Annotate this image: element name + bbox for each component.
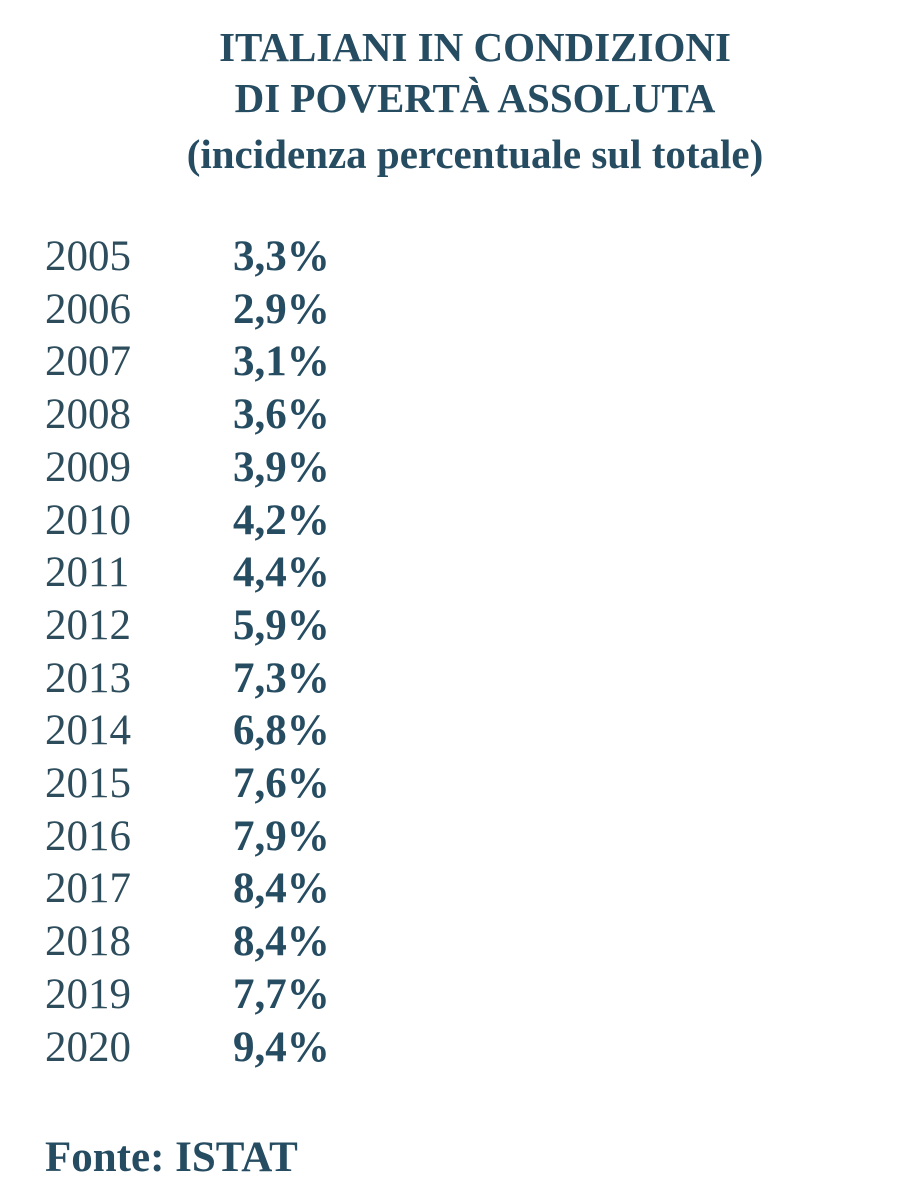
value-cell: 2,9%	[233, 285, 330, 333]
year-cell: 2011	[45, 549, 130, 597]
value-cell: 8,4%	[233, 865, 330, 913]
year-cell: 2005	[45, 233, 131, 280]
year-cell: 2012	[45, 601, 131, 649]
title-line: DI POVERTÀ ASSOLUTA	[234, 75, 716, 121]
value-cell: 4,2%	[233, 496, 330, 544]
value-cell: 6,8%	[233, 707, 330, 755]
value-cell: 4,4%	[233, 549, 330, 597]
value-cell: 7,7%	[233, 970, 330, 1018]
year-cell: 2009	[45, 443, 131, 491]
year-cell: 2018	[45, 918, 131, 966]
year-cell: 2015	[45, 760, 131, 807]
value-cell: 5,9%	[233, 601, 330, 649]
source: Fonte: ISTAT	[45, 1134, 298, 1181]
value-cell: 7,9%	[233, 812, 330, 860]
value-cell: 3,1%	[233, 338, 330, 386]
title-line: ITALIANI IN CONDIZIONI	[219, 24, 731, 70]
year-cell: 2020	[45, 1023, 131, 1071]
value-cell: 8,4%	[233, 918, 330, 966]
year-cell: 2007	[45, 338, 131, 386]
value-cell: 3,6%	[233, 391, 330, 439]
year-cell: 2010	[45, 496, 131, 544]
value-cell: 3,9%	[233, 443, 330, 491]
title-line: (incidenza percentuale sul totale)	[186, 131, 764, 177]
value-cell: 7,3%	[233, 654, 330, 702]
year-cell: 2019	[45, 970, 131, 1018]
value-cell: 9,4%	[233, 1023, 330, 1071]
value-cell: 3,3%	[233, 233, 330, 280]
year-cell: 2017	[45, 865, 131, 913]
value-cell: 7,6%	[233, 760, 330, 807]
year-cell: 2014	[45, 707, 131, 755]
year-cell: 2008	[45, 391, 131, 439]
year-cell: 2013	[45, 654, 131, 702]
year-cell: 2016	[45, 812, 131, 860]
year-cell: 2006	[45, 285, 131, 333]
